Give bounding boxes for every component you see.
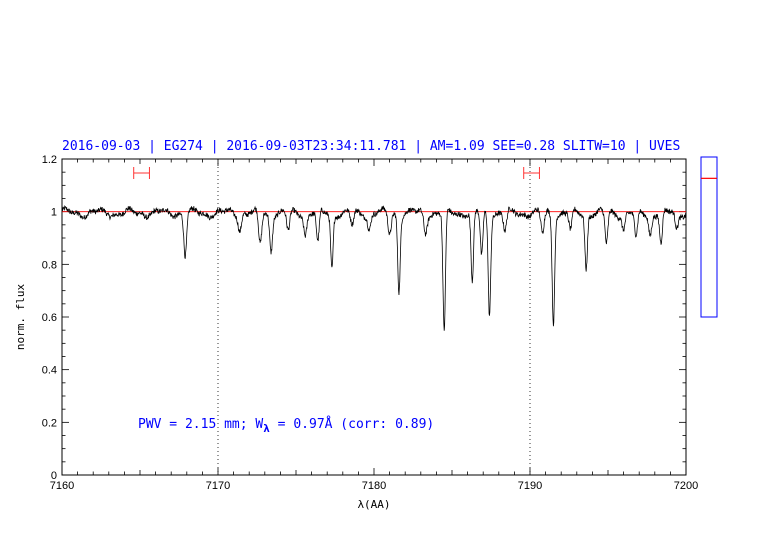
- x-tick-labels: 7160 7170 7180 7190 7200: [50, 480, 698, 492]
- y-tick-label: 0.2: [42, 417, 57, 429]
- spectrum-line: [61, 204, 687, 331]
- side-indicator-box: [700, 156, 718, 318]
- y-tick-labels: 0 0.2 0.4 0.6 0.8 1 1.2: [42, 154, 57, 482]
- pwv-text: PWV = 2.15 mm; W: [138, 417, 263, 432]
- pwv-annotation: PWV = 2.15 mm; Wλ = 0.97Å (corr: 0.89): [138, 416, 434, 435]
- header-title: 2016-09-03 | EG274 | 2016-09-03T23:34:11…: [62, 139, 680, 154]
- y-tick-label: 1: [51, 207, 57, 219]
- x-tick-label: 7160: [50, 480, 74, 492]
- w-value-text: = 0.97Å (corr: 0.89): [270, 416, 434, 432]
- continuum-windows: [133, 167, 540, 179]
- y-tick-label: 0.6: [42, 312, 57, 324]
- x-tick-label: 7190: [518, 480, 542, 492]
- y-tick-label: 0: [51, 470, 57, 482]
- y-tick-label: 0.4: [42, 365, 57, 377]
- x-tick-label: 7170: [206, 480, 230, 492]
- axis-ticks: [61, 158, 687, 476]
- x-tick-label: 7200: [674, 480, 698, 492]
- x-tick-label: 7180: [362, 480, 386, 492]
- w-subscript: λ: [263, 422, 270, 435]
- x-axis-label: λ(AA): [357, 498, 390, 511]
- y-tick-label: 0.8: [42, 259, 57, 271]
- y-tick-label: 1.2: [42, 154, 57, 166]
- y-axis-label: norm. flux: [14, 284, 27, 351]
